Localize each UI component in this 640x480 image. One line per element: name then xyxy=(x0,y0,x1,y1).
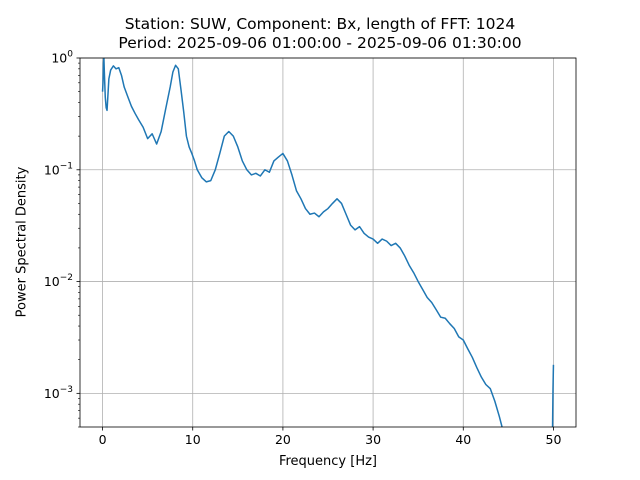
x-tick-label-20: 20 xyxy=(275,432,291,447)
x-tick-label-10: 10 xyxy=(185,432,201,447)
axes-frame xyxy=(79,57,577,428)
x-tick-label-40: 40 xyxy=(455,432,471,447)
y-tick-label-3: 10−3 xyxy=(44,385,73,401)
y-axis-label: Power Spectral Density xyxy=(14,166,30,318)
chart-title-line-2: Period: 2025-09-06 01:00:00 - 2025-09-06… xyxy=(118,34,522,52)
psd-series-line-0 xyxy=(101,58,503,427)
psd-series-line-1 xyxy=(551,364,555,427)
x-tick-label-50: 50 xyxy=(546,432,562,447)
x-tick-label-0: 0 xyxy=(99,432,107,447)
y-tick-label-1: 10−1 xyxy=(44,161,73,177)
chart-title-line-1: Station: SUW, Component: Bx, length of F… xyxy=(124,15,516,33)
y-tick-label-2: 10−2 xyxy=(44,273,73,289)
x-axis-label: Frequency [Hz] xyxy=(278,454,378,469)
x-tick-label-30: 30 xyxy=(365,432,381,447)
y-tick-label-0: 100 xyxy=(51,50,73,66)
